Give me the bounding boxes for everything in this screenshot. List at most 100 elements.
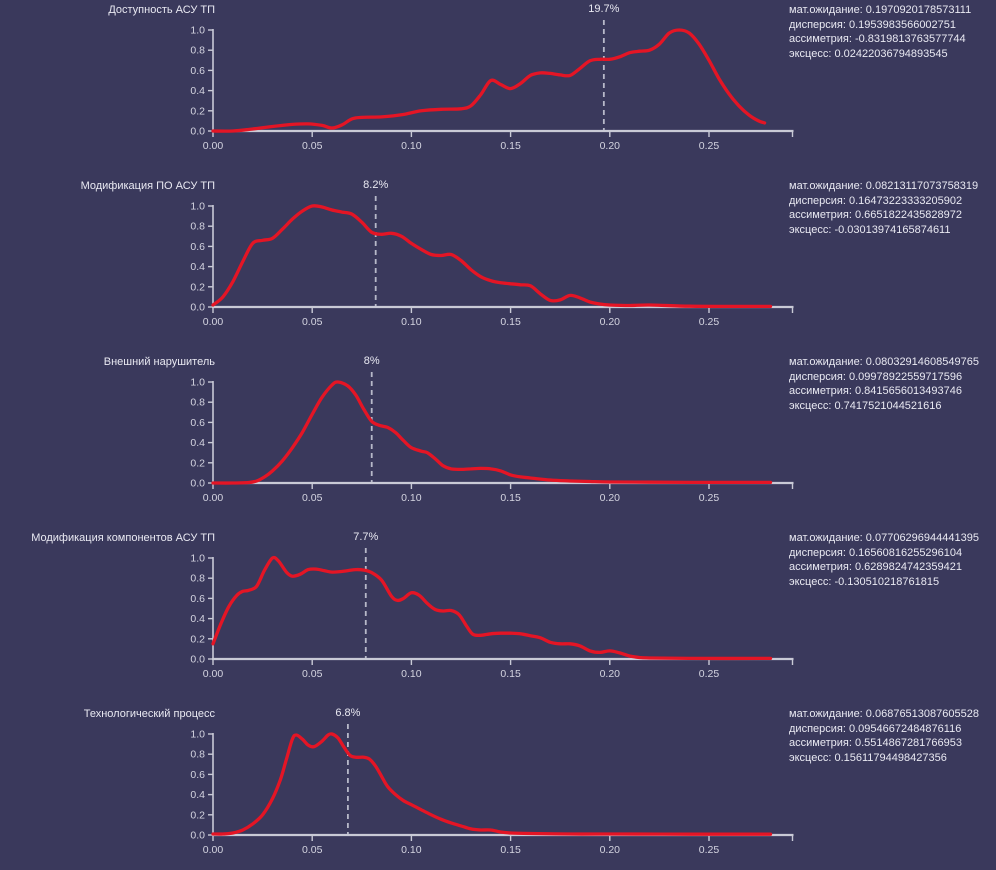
- chart-row: 0.0 0.2 0.4 0.6 0.8 1.0 0.00 0.05 0.10 0.15 0.20 0.…: [0, 528, 996, 704]
- x-tick-label: 0.20: [600, 668, 621, 680]
- chart-row: 0.0 0.2 0.4 0.6 0.8 1.0 0.00 0.05 0.10 0.15 0.20 0.…: [0, 0, 996, 176]
- y-tick-label: 0.2: [190, 281, 205, 293]
- x-tick-label: 0.05: [302, 316, 323, 328]
- y-tick-label: 0.0: [190, 478, 205, 490]
- x-tick-label: 0.05: [302, 140, 323, 152]
- x-tick-label: 0.20: [600, 140, 621, 152]
- x-tick-label: 0.15: [500, 844, 521, 856]
- x-tick-label: 0.15: [500, 668, 521, 680]
- x-tick-label: 0.10: [401, 844, 422, 856]
- y-tick-label: 0.8: [190, 45, 205, 57]
- stats-block: мат.ожидание: 0.08032914608549765 дисперс…: [789, 355, 994, 413]
- y-tick-label: 1.0: [190, 553, 205, 565]
- y-tick-label: 0.0: [190, 126, 205, 138]
- stats-block: мат.ожидание: 0.06876513087605528 дисперс…: [789, 707, 994, 765]
- y-tick-label: 1.0: [190, 729, 205, 741]
- y-tick-label: 0.6: [190, 417, 205, 429]
- y-tick-label: 0.4: [190, 613, 205, 625]
- x-tick-label: 0.15: [500, 140, 521, 152]
- y-tick-label: 0.2: [190, 105, 205, 117]
- plot-canvas: 0.0 0.2 0.4 0.6 0.8 1.0 0.00 0.05 0.10 0.15 0.20 0.…: [190, 196, 794, 328]
- marker-percent-label: 6.8%: [335, 707, 361, 719]
- stat-line: эксцесс: -0.03013974165874611: [789, 223, 951, 236]
- stat-line: дисперсия: 0.16473223333205902: [789, 194, 963, 207]
- density-curve: [211, 380, 773, 485]
- stats-block: мат.ожидание: 0.07706296944441395 дисперс…: [789, 531, 994, 589]
- density-curve: [211, 555, 773, 661]
- x-tick-label: 0.25: [699, 140, 720, 152]
- y-tick-label: 0.8: [190, 749, 205, 761]
- stat-line: эксцесс: 0.15611794498427356: [789, 751, 947, 764]
- y-tick-label: 0.4: [190, 261, 205, 273]
- plot-canvas: 0.0 0.2 0.4 0.6 0.8 1.0 0.00 0.05 0.10 0.15 0.20 0.…: [190, 724, 794, 856]
- y-tick-label: 0.6: [190, 65, 205, 77]
- y-tick-label: 0.6: [190, 769, 205, 781]
- x-tick-label: 0.15: [500, 492, 521, 504]
- stat-line: ассиметрия: 0.8415656013493746: [789, 385, 963, 398]
- y-tick-label: 0.2: [190, 457, 205, 469]
- x-tick-label: 0.25: [699, 492, 720, 504]
- stat-line: мат.ожидание: 0.06876513087605528: [789, 708, 979, 720]
- x-tick-label: 0.00: [203, 316, 224, 328]
- x-tick-label: 0.00: [203, 140, 224, 152]
- stat-line: дисперсия: 0.09978922559717596: [789, 370, 963, 383]
- x-tick-label: 0.25: [699, 668, 720, 680]
- marker-percent-label: 7.7%: [353, 531, 379, 543]
- stat-line: мат.ожидание: 0.1970920178573111: [789, 4, 972, 16]
- stat-line: ассиметрия: 0.6289824742359421: [789, 561, 963, 574]
- chart-row: 0.0 0.2 0.4 0.6 0.8 1.0 0.00 0.05 0.10 0.15 0.20 0.…: [0, 704, 996, 870]
- y-tick-label: 0.4: [190, 789, 205, 801]
- stat-line: эксцесс: 0.02422036794893545: [789, 47, 948, 60]
- chart-title: Доступность АСУ ТП: [108, 4, 215, 16]
- y-tick-label: 0.4: [190, 437, 205, 449]
- density-curve: [211, 28, 767, 133]
- marker-percent-label: 19.7%: [588, 3, 620, 15]
- y-tick-label: 1.0: [190, 201, 205, 213]
- x-tick-label: 0.10: [401, 668, 422, 680]
- plot-canvas: 0.0 0.2 0.4 0.6 0.8 1.0 0.00 0.05 0.10 0.15 0.20 0.…: [190, 20, 794, 152]
- x-tick-label: 0.25: [699, 844, 720, 856]
- stat-line: эксцесс: -0.130510218761815: [789, 575, 940, 588]
- stat-line: дисперсия: 0.16560816255296104: [789, 546, 963, 559]
- y-tick-label: 0.2: [190, 633, 205, 645]
- y-tick-label: 0.0: [190, 302, 205, 314]
- x-tick-label: 0.10: [401, 140, 422, 152]
- x-tick-label: 0.05: [302, 844, 323, 856]
- stat-line: мат.ожидание: 0.08032914608549765: [789, 356, 979, 368]
- x-tick-label: 0.25: [699, 316, 720, 328]
- density-curve: [211, 732, 773, 836]
- y-tick-label: 0.8: [190, 573, 205, 585]
- x-tick-label: 0.20: [600, 492, 621, 504]
- x-tick-label: 0.15: [500, 316, 521, 328]
- stats-block: мат.ожидание: 0.08213117073758319 дисперс…: [789, 179, 994, 237]
- y-tick-label: 0.6: [190, 241, 205, 253]
- y-tick-label: 1.0: [190, 377, 205, 389]
- y-tick-label: 0.4: [190, 85, 205, 97]
- x-tick-label: 0.20: [600, 316, 621, 328]
- density-curve: [211, 204, 773, 309]
- marker-percent-label: 8%: [363, 355, 380, 367]
- stat-line: дисперсия: 0.1953983566002751: [789, 18, 957, 31]
- x-tick-label: 0.10: [401, 492, 422, 504]
- x-tick-label: 0.00: [203, 844, 224, 856]
- chart-title: Технологический процесс: [83, 708, 215, 720]
- x-tick-label: 0.20: [600, 844, 621, 856]
- stat-line: дисперсия: 0.09546672484876116: [789, 722, 962, 735]
- x-tick-label: 0.05: [302, 492, 323, 504]
- chart-title: Внешний нарушитель: [103, 356, 215, 368]
- marker-percent-label: 8.2%: [363, 179, 389, 191]
- plot-canvas: 0.0 0.2 0.4 0.6 0.8 1.0 0.00 0.05 0.10 0.15 0.20 0.…: [190, 548, 794, 680]
- stat-line: ассиметрия: 0.5514867281766953: [789, 737, 963, 750]
- stat-line: эксцесс: 0.7417521044521616: [789, 399, 942, 412]
- y-tick-label: 0.2: [190, 809, 205, 821]
- chart-title: Модификация ПО АСУ ТП: [80, 180, 215, 192]
- stat-line: мат.ожидание: 0.07706296944441395: [789, 532, 979, 544]
- y-tick-label: 0.0: [190, 654, 205, 666]
- y-tick-label: 0.6: [190, 593, 205, 605]
- stat-line: ассиметрия: 0.6651822435828972: [789, 209, 963, 222]
- plot-canvas: 0.0 0.2 0.4 0.6 0.8 1.0 0.00 0.05 0.10 0.15 0.20 0.…: [190, 372, 794, 504]
- x-tick-label: 0.05: [302, 668, 323, 680]
- chart-row: 0.0 0.2 0.4 0.6 0.8 1.0 0.00 0.05 0.10 0.15 0.20 0.…: [0, 176, 996, 352]
- y-tick-label: 0.0: [190, 830, 205, 842]
- chart-row: 0.0 0.2 0.4 0.6 0.8 1.0 0.00 0.05 0.10 0.15 0.20 0.…: [0, 352, 996, 528]
